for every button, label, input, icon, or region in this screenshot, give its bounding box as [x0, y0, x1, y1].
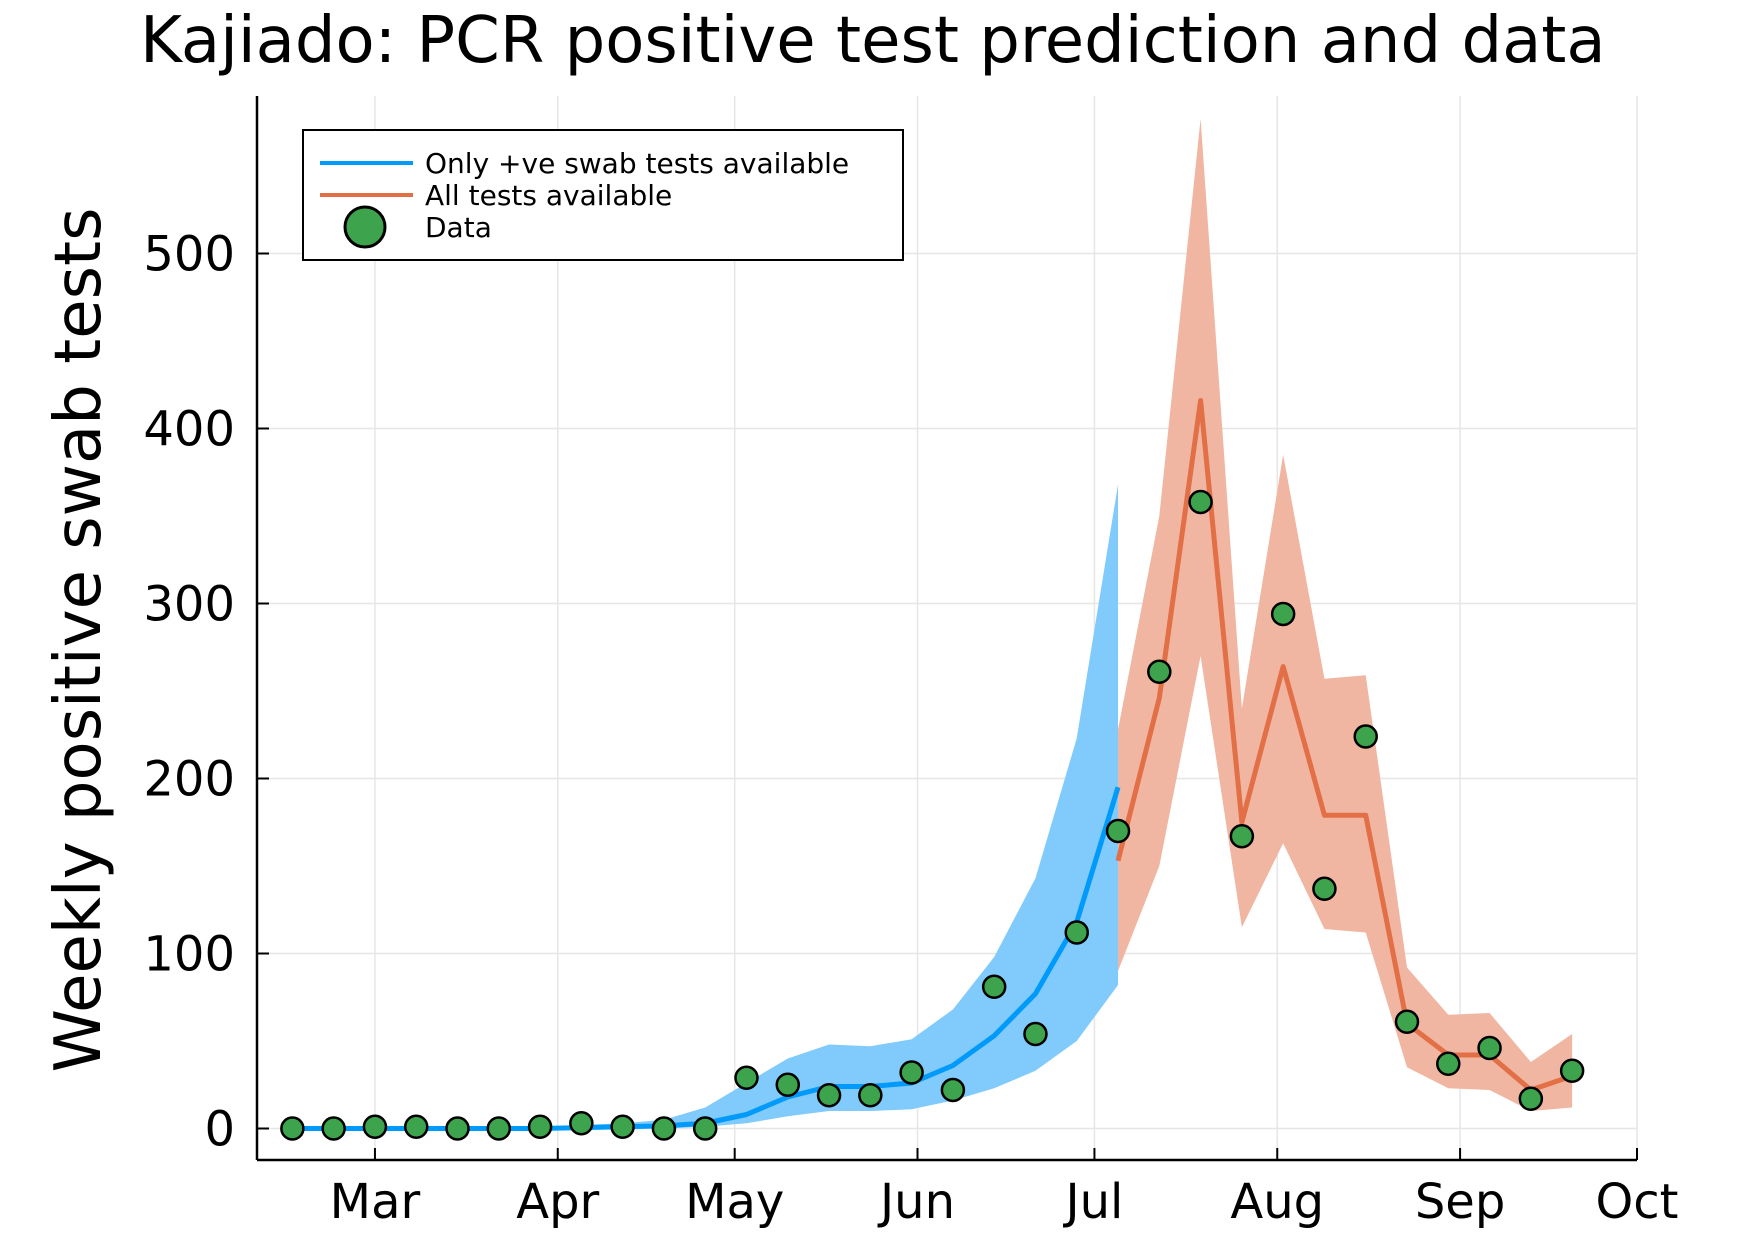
chart-title: Kajiado: PCR positive test prediction an…: [140, 4, 1606, 78]
data-point: [1394, 1009, 1420, 1034]
data-point: [1023, 1021, 1048, 1047]
x-tick-label: Sep: [1415, 1174, 1505, 1230]
legend-swatch-data: [343, 205, 387, 249]
data-point: [734, 1065, 759, 1090]
series-lines: [292, 398, 1573, 1131]
x-tick-label: Aug: [1230, 1174, 1324, 1230]
data-point: [1559, 1058, 1585, 1083]
legend-label-data: Data: [425, 211, 492, 244]
data-point: [1064, 920, 1089, 945]
data-point: [610, 1114, 635, 1139]
y-tick-label: 100: [143, 927, 235, 983]
y-tick-label: 400: [143, 402, 235, 458]
confidence-bands: [292, 118, 1573, 1129]
y-tick-label: 300: [143, 577, 235, 633]
data-point: [981, 974, 1007, 999]
legend-label-only-positive: Only +ve swab tests available: [425, 147, 849, 180]
data-point: [1229, 824, 1255, 849]
data-point: [816, 1083, 842, 1108]
y-tick-label: 0: [204, 1102, 235, 1158]
data-point: [1477, 1035, 1502, 1061]
axes: [255, 96, 1638, 1162]
x-tick-label: Oct: [1596, 1174, 1679, 1230]
data-point: [1270, 601, 1296, 627]
band-all-tests: [1118, 118, 1573, 1111]
data-point: [1518, 1086, 1544, 1111]
data-point: [362, 1114, 388, 1139]
band-only-positive: [292, 484, 1119, 1129]
x-tick-label: Mar: [330, 1174, 421, 1230]
data-point: [569, 1111, 594, 1136]
data-point: [445, 1116, 470, 1141]
data-point: [1353, 724, 1378, 749]
y-tick-label: 200: [143, 752, 235, 808]
data-point: [899, 1060, 924, 1085]
x-tick-label: Apr: [516, 1174, 599, 1230]
data-point: [1436, 1051, 1461, 1076]
data-point: [940, 1077, 966, 1103]
data-point: [280, 1116, 305, 1141]
data-points: [280, 489, 1585, 1141]
legend-label-all-tests: All tests available: [425, 179, 672, 212]
y-tick-label: 500: [143, 227, 235, 283]
x-tick-label: May: [685, 1174, 784, 1230]
line-all-tests: [1115, 398, 1573, 1093]
data-point: [321, 1116, 346, 1141]
data-point: [527, 1114, 553, 1139]
y-axis-label: Weekly positive swab tests: [42, 208, 116, 1073]
data-point: [775, 1072, 801, 1097]
data-point: [1312, 876, 1337, 901]
data-point: [692, 1116, 718, 1141]
data-point: [1147, 659, 1172, 684]
x-tick-label: Jun: [877, 1174, 955, 1230]
data-point: [1188, 489, 1213, 515]
data-point: [1105, 818, 1131, 844]
tick-labels: Mar Apr May Jun Jul Aug Sep Oct 0 100 200 300 400 500: [143, 227, 1678, 1231]
x-tick-label: Jul: [1062, 1174, 1123, 1230]
data-point: [486, 1116, 512, 1141]
data-point: [403, 1114, 429, 1139]
data-point: [858, 1083, 883, 1108]
legend: Only +ve swab tests available All tests …: [302, 129, 904, 261]
data-point: [651, 1116, 677, 1141]
